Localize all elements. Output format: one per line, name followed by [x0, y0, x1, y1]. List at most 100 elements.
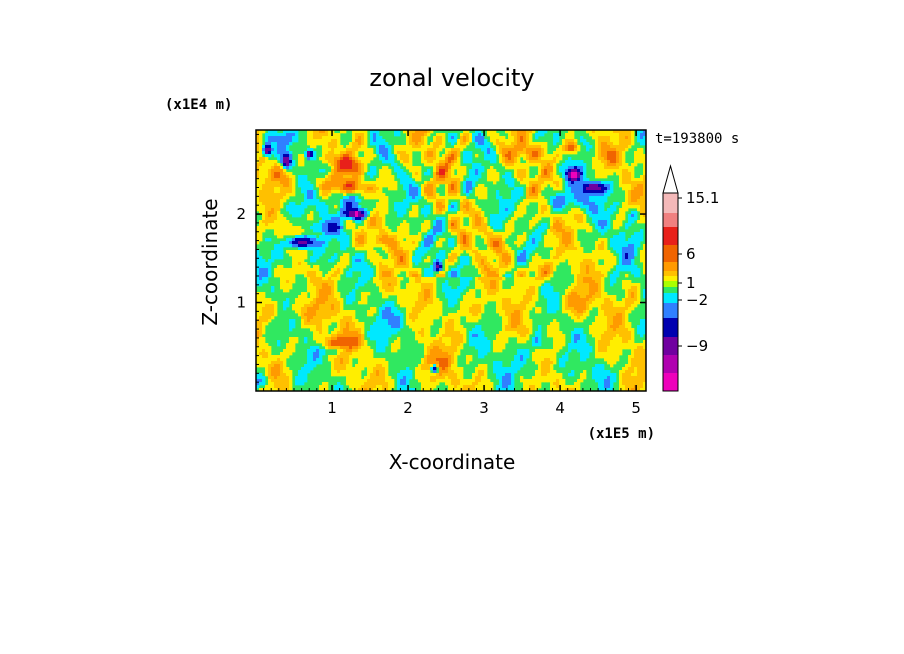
field-cell [544, 283, 548, 287]
field-cell [259, 256, 263, 260]
field-cell [439, 166, 443, 170]
field-cell [376, 181, 380, 185]
field-cell [589, 196, 593, 200]
field-cell [283, 139, 287, 143]
field-cell [322, 289, 326, 293]
field-cell [394, 247, 398, 251]
field-cell [574, 193, 578, 197]
field-cell [484, 145, 488, 149]
field-cell [274, 232, 278, 236]
field-cell [511, 193, 515, 197]
field-cell [328, 130, 332, 134]
field-cell [316, 142, 320, 146]
field-cell [484, 139, 488, 143]
field-cell [406, 139, 410, 143]
field-cell [436, 151, 440, 155]
field-cell [577, 193, 581, 197]
field-cell [304, 205, 308, 209]
field-cell [328, 187, 332, 191]
field-cell [268, 136, 272, 140]
field-cell [631, 265, 635, 269]
field-cell [499, 271, 503, 275]
field-cell [481, 187, 485, 191]
field-cell [490, 178, 494, 182]
field-cell [376, 280, 380, 284]
field-cell [541, 184, 545, 188]
field-cell [367, 193, 371, 197]
field-cell [574, 286, 578, 290]
field-cell [340, 265, 344, 269]
field-cell [319, 235, 323, 239]
field-cell [613, 151, 617, 155]
field-cell [325, 133, 329, 137]
field-cell [337, 223, 341, 227]
field-cell [613, 223, 617, 227]
field-cell [361, 247, 365, 251]
field-cell [307, 151, 311, 155]
field-cell [433, 289, 437, 293]
field-cell [595, 271, 599, 275]
field-cell [364, 142, 368, 146]
field-cell [367, 172, 371, 176]
field-cell [577, 145, 581, 149]
field-cell [637, 154, 641, 158]
field-cell [277, 199, 281, 203]
field-cell [451, 259, 455, 263]
field-cell [562, 175, 566, 179]
field-cell [487, 253, 491, 257]
field-cell [382, 232, 386, 236]
field-cell [595, 169, 599, 173]
field-cell [598, 172, 602, 176]
field-cell [268, 184, 272, 188]
field-cell [535, 286, 539, 290]
field-cell [559, 169, 563, 173]
field-cell [523, 286, 527, 290]
field-cell [553, 265, 557, 269]
field-cell [286, 223, 290, 227]
field-cell [445, 172, 449, 176]
field-cell [412, 136, 416, 140]
field-cell [490, 250, 494, 254]
field-cell [289, 271, 293, 275]
field-cell [448, 160, 452, 164]
field-cell [397, 262, 401, 266]
field-cell [346, 223, 350, 227]
field-cell [328, 232, 332, 236]
field-cell [535, 259, 539, 263]
field-cell [529, 226, 533, 230]
field-cell [457, 238, 461, 242]
field-cell [460, 199, 464, 203]
field-cell [505, 142, 509, 146]
field-cell [358, 142, 362, 146]
field-cell [589, 208, 593, 212]
field-cell [526, 289, 530, 293]
field-cell [346, 205, 350, 209]
field-cell [493, 265, 497, 269]
field-cell [307, 148, 311, 152]
field-cell [409, 238, 413, 242]
field-cell [487, 235, 491, 239]
field-cell [379, 193, 383, 197]
field-cell [370, 133, 374, 137]
field-cell [472, 262, 476, 266]
field-cell [490, 271, 494, 275]
field-cell [559, 166, 563, 170]
field-cell [427, 193, 431, 197]
field-cell [274, 169, 278, 173]
field-cell [352, 202, 356, 206]
field-cell [412, 175, 416, 179]
field-cell [403, 187, 407, 191]
field-cell [388, 169, 392, 173]
field-cell [553, 244, 557, 248]
field-cell [541, 214, 545, 218]
field-cell [469, 184, 473, 188]
field-cell [469, 181, 473, 185]
field-cell [457, 181, 461, 185]
field-cell [259, 142, 263, 146]
field-cell [331, 157, 335, 161]
field-cell [562, 229, 566, 233]
field-cell [526, 283, 530, 287]
field-cell [550, 235, 554, 239]
field-cell [607, 181, 611, 185]
field-cell [424, 160, 428, 164]
